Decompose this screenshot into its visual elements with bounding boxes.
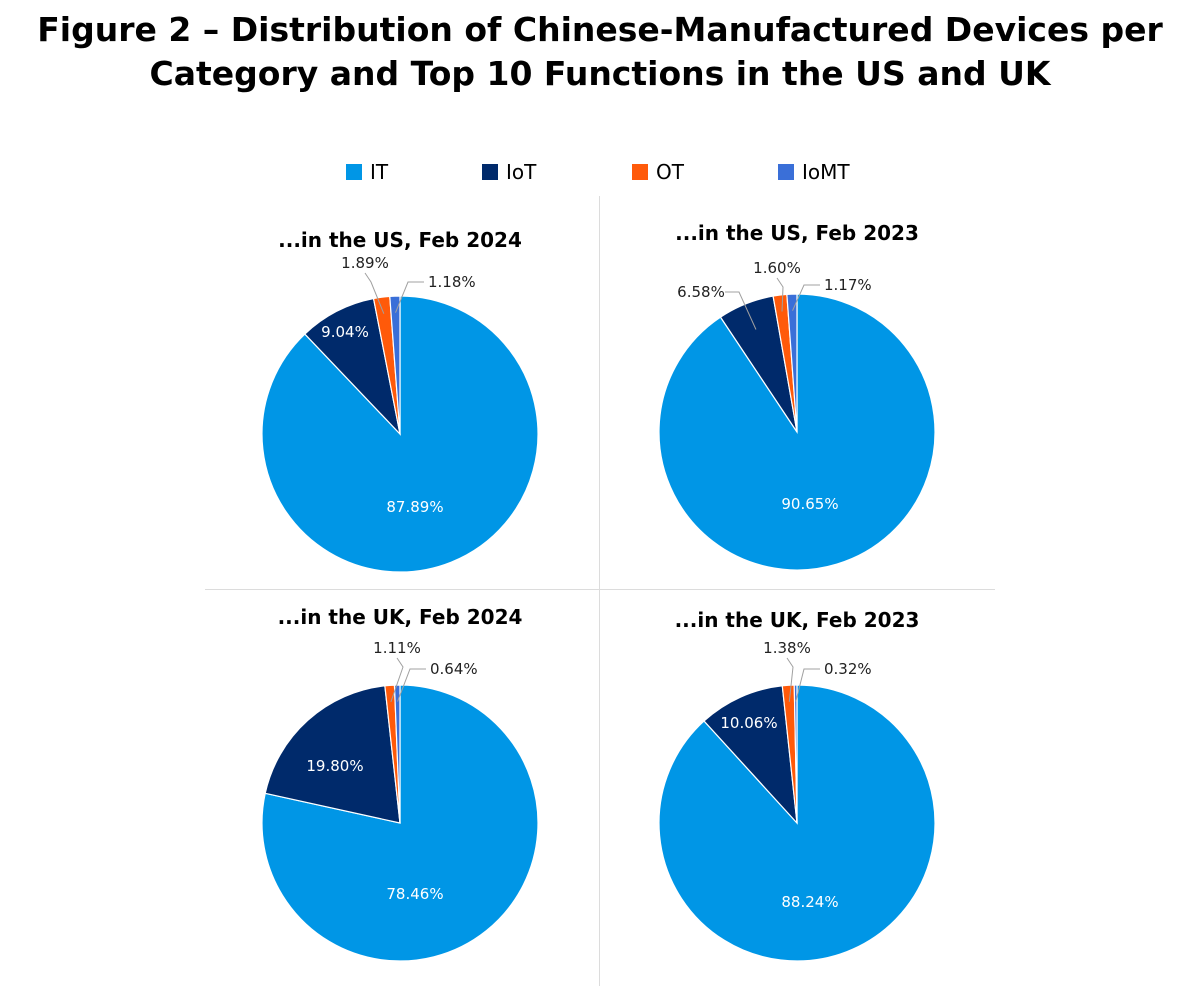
slice-label-iot: 9.04%	[321, 323, 369, 341]
pie-chart-4: ...in the UK, Feb 2023 88.24% 10.06% 1.38% 0…	[658, 608, 936, 962]
pie-title: ...in the UK, Feb 2024	[278, 605, 523, 629]
slice-label-ot: 1.38%	[763, 639, 811, 657]
legend-label-iomt: IoMT	[802, 160, 850, 184]
slice-label-iot: 19.80%	[306, 757, 363, 775]
pie-chart-3: ...in the UK, Feb 2024 78.46% 19.80% 1.11% 0…	[261, 605, 539, 962]
pie-title: ...in the UK, Feb 2023	[675, 608, 920, 632]
pie-title: ...in the US, Feb 2023	[675, 221, 919, 245]
slice-label-iomt: 1.18%	[428, 273, 476, 291]
pie-slice-iot	[703, 685, 798, 825]
leader-line-ot	[786, 657, 794, 702]
leader-line-ot	[776, 277, 784, 312]
legend-item-iot: IoT	[482, 160, 536, 184]
legend-item-ot: OT	[632, 160, 684, 184]
slice-label-ot: 1.60%	[753, 259, 801, 277]
legend-item-iomt: IoMT	[778, 160, 850, 184]
chart-legend: IT IoT OT IoMT	[0, 160, 1200, 188]
slice-label-ot: 1.89%	[341, 254, 389, 272]
leader-line-iomt	[795, 668, 820, 702]
slice-label-ot: 1.11%	[373, 639, 421, 657]
slice-label-it: 90.65%	[781, 495, 838, 513]
pie-slice-it	[261, 684, 539, 962]
pie-slice-iot	[264, 685, 401, 824]
pie-chart-2: ...in the US, Feb 2023 90.65% 6.58% 1.60% 1.…	[658, 221, 936, 571]
leader-line-iomt	[792, 284, 820, 311]
figure-title-line-2: Category and Top 10 Functions in the US …	[149, 54, 1051, 93]
slice-label-iomt: 1.17%	[824, 276, 872, 294]
legend-label-iot: IoT	[506, 160, 537, 184]
pie-slice-iomt	[786, 293, 798, 433]
leader-line-ot	[364, 272, 385, 314]
legend-item-it: IT	[346, 160, 388, 184]
legend-swatch-iomt	[778, 164, 794, 180]
slice-label-iomt: 0.64%	[430, 660, 478, 678]
leader-line-iomt	[395, 281, 424, 313]
pie-slice-iomt	[793, 684, 798, 824]
leader-line-ot	[390, 657, 404, 703]
legend-label-ot: OT	[656, 160, 684, 184]
slice-label-iot: 6.58%	[677, 283, 725, 301]
legend-label-it: IT	[370, 160, 389, 184]
pie-title: ...in the US, Feb 2024	[278, 228, 522, 252]
horizontal-divider	[205, 589, 995, 590]
legend-swatch-ot	[632, 164, 648, 180]
figure-title-line-1: Figure 2 – Distribution of Chinese-Manuf…	[37, 10, 1163, 49]
legend-swatch-it	[346, 164, 362, 180]
vertical-divider	[599, 196, 600, 986]
slice-label-it: 78.46%	[386, 885, 443, 903]
slice-label-iomt: 0.32%	[824, 660, 872, 678]
slice-label-it: 88.24%	[781, 893, 838, 911]
figure-title: Figure 2 – Distribution of Chinese-Manuf…	[0, 8, 1200, 96]
legend-swatch-iot	[482, 164, 498, 180]
pie-slice-iomt	[389, 295, 401, 435]
slice-label-it: 87.89%	[386, 498, 443, 516]
pie-chart-1: ...in the US, Feb 2024 87.89% 9.04% 1.89% 1.…	[261, 228, 539, 573]
leader-line-iot	[725, 291, 757, 330]
slice-label-iot: 10.06%	[720, 714, 777, 732]
leader-line-iomt	[397, 668, 426, 702]
pie-slice-iot	[303, 297, 401, 436]
